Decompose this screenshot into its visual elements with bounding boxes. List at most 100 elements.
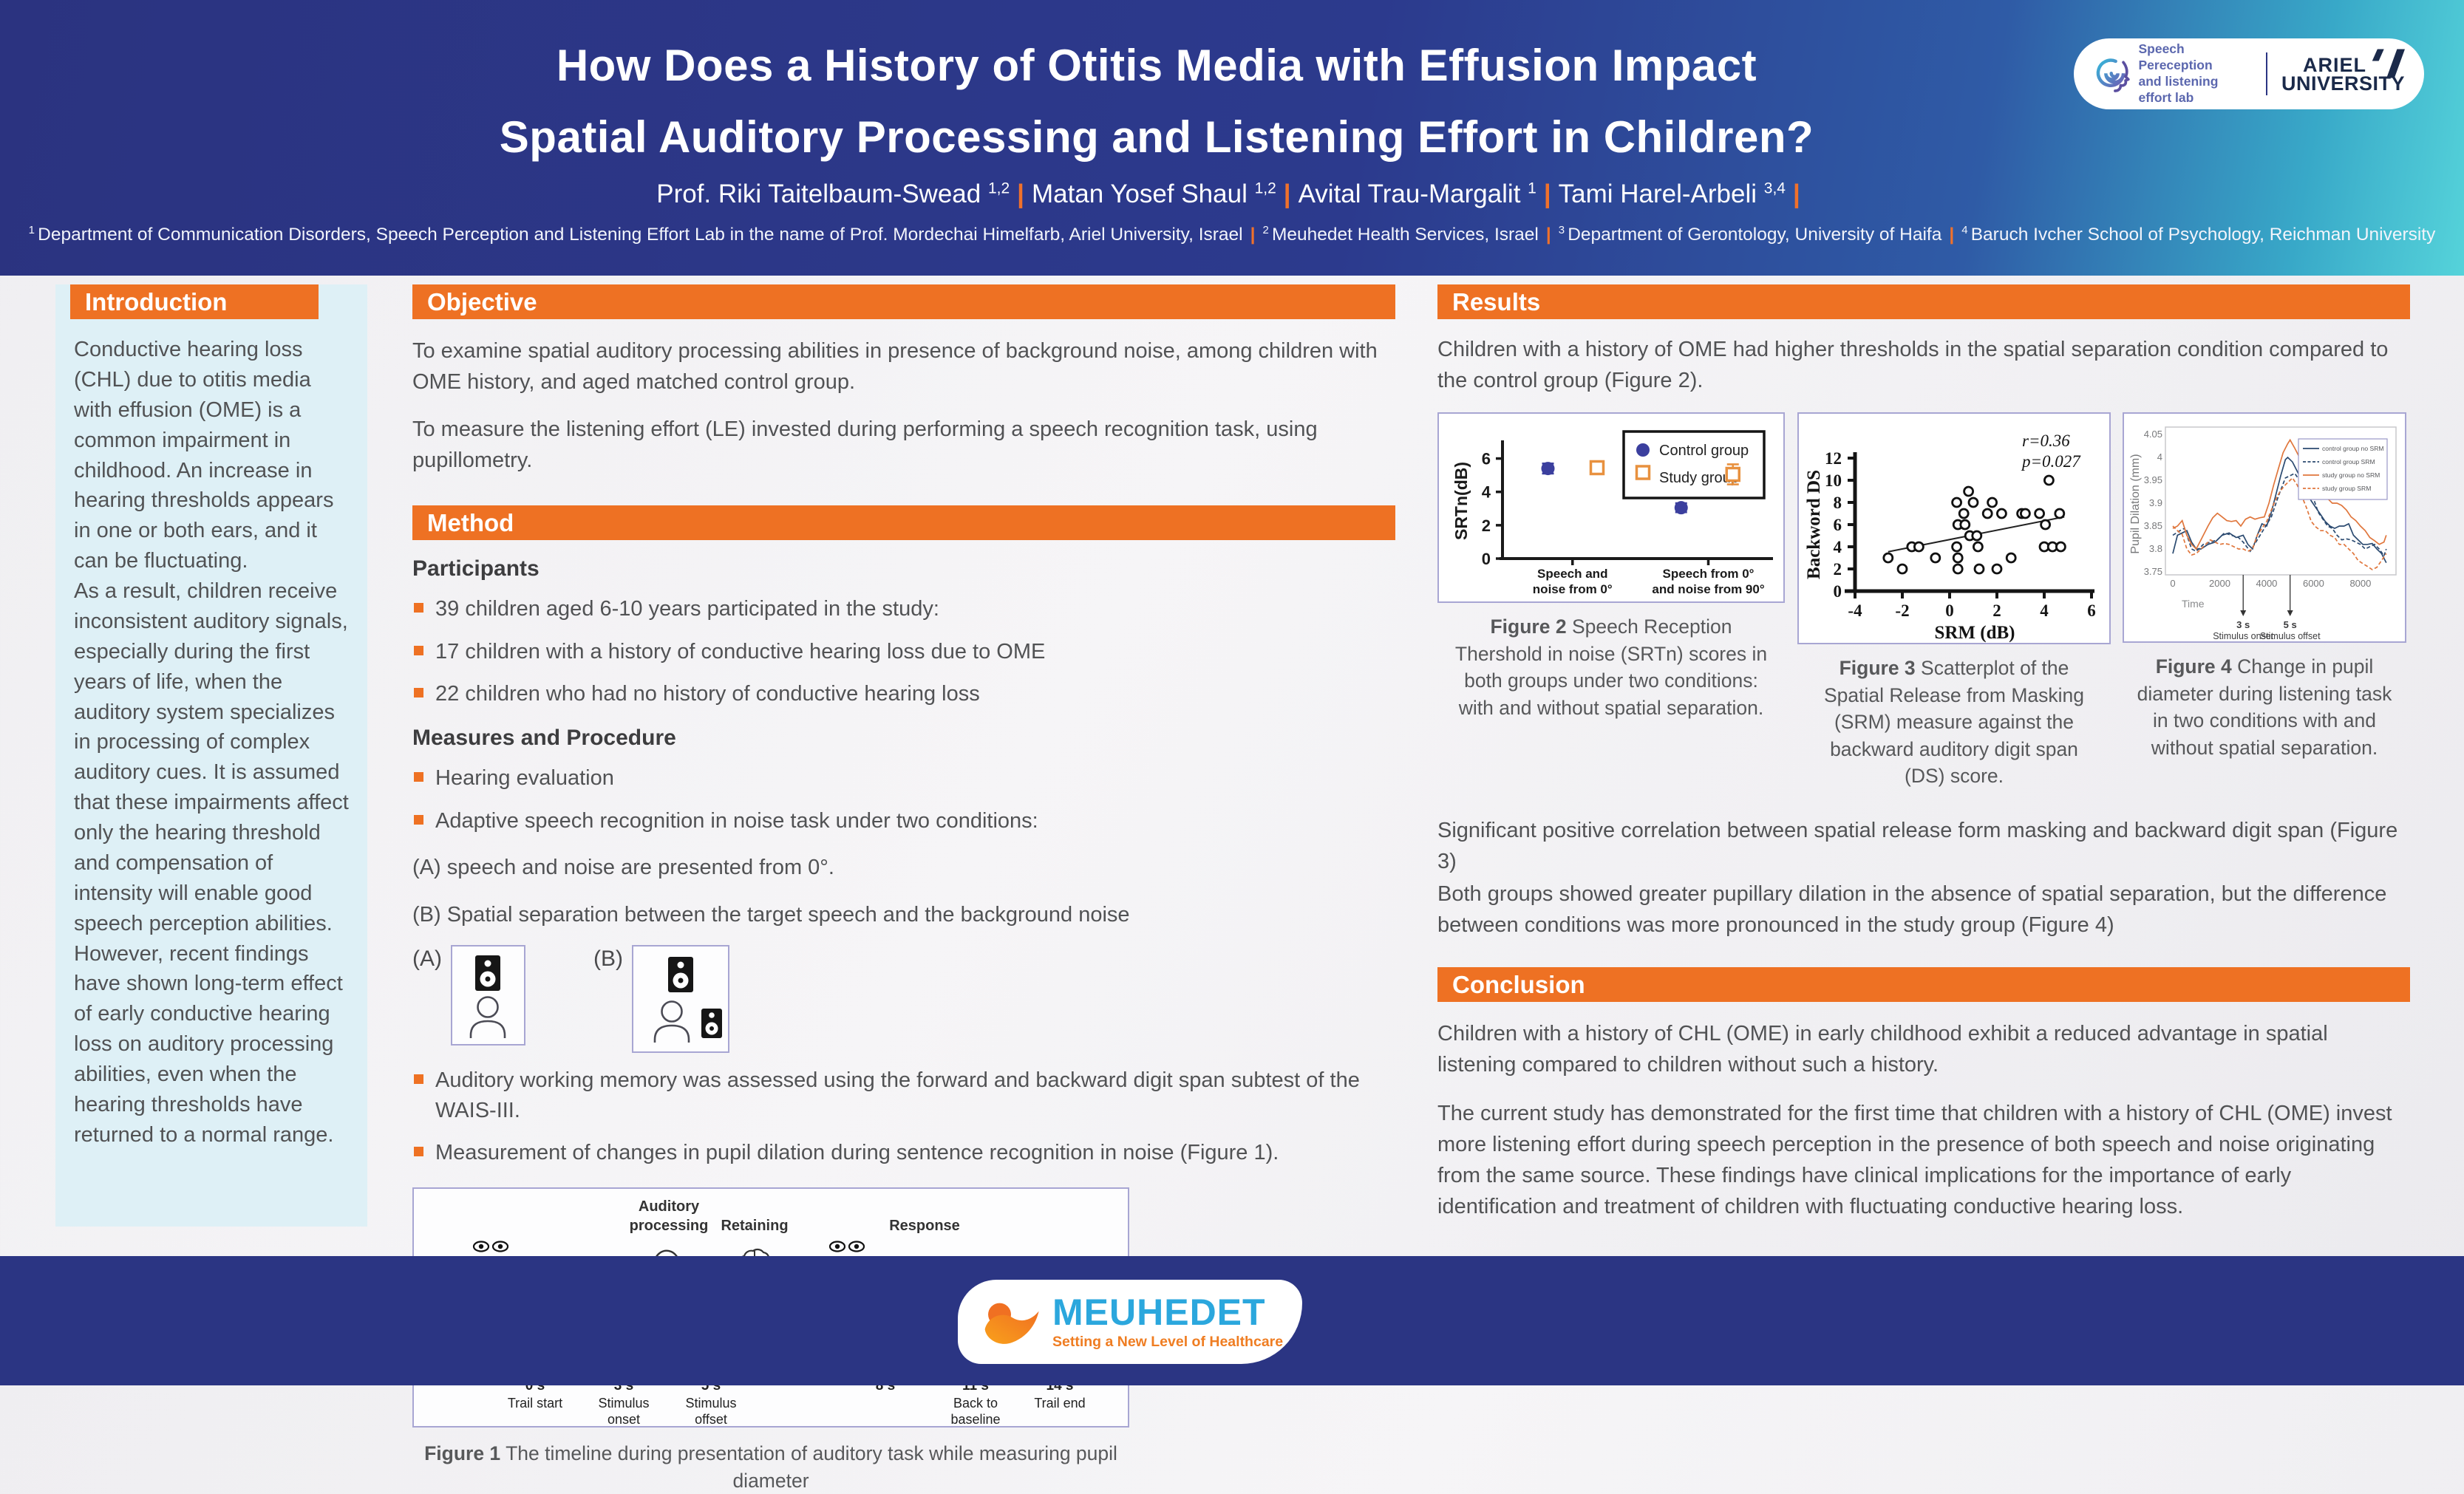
measures-bullet-list: Hearing evaluation Adaptive speech recogn… — [412, 763, 1395, 836]
results-paragraph-3: Both groups showed greater pupillary dil… — [1437, 882, 2387, 938]
condition-diagrams-row: (A) (B) — [412, 945, 1395, 1054]
svg-text:3.9: 3.9 — [2149, 497, 2162, 508]
side-speaker-icon — [701, 1009, 722, 1039]
bullet-square-icon — [414, 1074, 423, 1085]
svg-text:3 s: 3 s — [2236, 619, 2250, 630]
header-banner: How Does a History of Otitis Media with … — [0, 0, 2464, 276]
introduction-panel: Introduction Conductive hearing loss (CH… — [55, 284, 367, 1227]
figure3-scatterplot: 0 2 4 6 8 10 12 -4 -2 0 2 4 6 SRM (dB) Backword DS r=0.… — [1797, 412, 2111, 645]
bullet-square-icon — [414, 688, 423, 698]
condition-a-diagram — [451, 945, 525, 1046]
figure3-caption: Figure 3 Scatterplot of the Spatial Rele… — [1823, 657, 2085, 788]
bullet-square-icon — [414, 771, 423, 782]
svg-text:and noise from 90°: and noise from 90° — [1652, 582, 1764, 596]
poster-title-line1: How Does a History of Otitis Media with … — [556, 41, 1757, 90]
bullet-item: Hearing evaluation — [412, 763, 1395, 794]
meuhedet-brand-name: MEUHEDET — [1052, 1291, 1266, 1333]
author-name: Tami Harel-Arbeli 3,4 — [1558, 180, 1786, 208]
svg-text:6000: 6000 — [2303, 578, 2324, 589]
author-separator: | — [1017, 180, 1024, 208]
svg-text:Backword DS: Backword DS — [1804, 470, 1824, 579]
affiliation-separator: | — [1250, 225, 1256, 245]
method-heading: Method — [412, 505, 1395, 541]
author-separator: | — [1543, 180, 1551, 208]
conclusion-paragraph-1: Children with a history of CHL (OME) in … — [1437, 1022, 2328, 1077]
svg-text:3.95: 3.95 — [2144, 474, 2162, 485]
svg-text:-4: -4 — [1848, 601, 1862, 620]
bullet-item: Measurement of changes in pupil dilation… — [412, 1138, 1395, 1168]
svg-text:4: 4 — [2040, 601, 2049, 620]
participants-subheading: Participants — [412, 556, 540, 581]
bullet-item: 17 children with a history of conductive… — [412, 637, 1395, 667]
ariel-university-logo: ARIEL UNIVERSITY — [2281, 47, 2405, 101]
affiliation-item: 1 Department of Communication Disorders,… — [28, 224, 1243, 245]
results-heading: Results — [1437, 284, 2410, 319]
introduction-paragraph-1: Conductive hearing loss (CHL) due to oti… — [74, 338, 334, 573]
svg-text:4: 4 — [1482, 483, 1491, 502]
figure4-caption: Figure 4 Change in pupil diameter during… — [2137, 655, 2392, 759]
svg-text:SRM (dB): SRM (dB) — [1934, 623, 2015, 643]
svg-text:noise from 0°: noise from 0° — [1533, 582, 1613, 596]
svg-text:Stimulus offset: Stimulus offset — [2260, 631, 2321, 641]
participants-bullet-list: 39 children aged 6-10 years participated… — [412, 594, 1395, 709]
figure4-block: 3.75 3.8 3.85 3.9 3.95 4 4.05 0 2000 4000 6000 8000… — [2123, 412, 2406, 761]
condition-b-text: (B) Spatial separation between the targe… — [412, 903, 1130, 927]
svg-text:0: 0 — [2170, 578, 2175, 589]
svg-text:Study group: Study group — [1659, 470, 1739, 486]
figure3-block: 0 2 4 6 8 10 12 -4 -2 0 2 4 6 SRM (dB) Backword DS r=0.… — [1797, 412, 2111, 790]
conclusion-heading: Conclusion — [1437, 967, 2410, 1003]
logo-divider — [2266, 52, 2267, 95]
svg-text:0: 0 — [1482, 550, 1491, 568]
affiliation-separator: | — [1949, 225, 1955, 245]
speaker-icon — [475, 955, 500, 992]
bullet-item: 22 children who had no history of conduc… — [412, 679, 1395, 709]
speaker-icon — [668, 957, 693, 993]
svg-text:10: 10 — [1825, 471, 1842, 490]
author-name: Avital Trau-Margalit 1 — [1298, 180, 1536, 208]
introduction-heading: Introduction — [70, 284, 319, 319]
author-name: Prof. Riki Taitelbaum-Swead 1,2 — [656, 180, 1010, 208]
svg-text:Back to: Back to — [953, 1396, 998, 1411]
svg-text:12: 12 — [1825, 449, 1842, 468]
author-name: Matan Yosef Shaul 1,2 — [1031, 180, 1276, 208]
svg-text:Stimulus: Stimulus — [685, 1396, 736, 1411]
meuhedet-tagline: Setting a New Level of Healthcare — [1052, 1333, 1284, 1350]
bullet-square-icon — [414, 645, 423, 655]
objective-paragraph-2: To measure the listening effort (LE) inv… — [412, 417, 1318, 473]
svg-text:8000: 8000 — [2349, 578, 2371, 589]
bullet-item: Auditory working memory was assessed usi… — [412, 1065, 1395, 1125]
results-paragraph-1: Children with a history of OME had highe… — [1437, 338, 2389, 393]
svg-text:Trail start: Trail start — [508, 1396, 562, 1411]
conclusion-paragraph-2: The current study has demonstrated for t… — [1437, 1102, 2392, 1219]
introduction-text: Conductive hearing loss (CHL) due to oti… — [74, 335, 349, 1150]
author-separator: | — [1792, 180, 1800, 208]
diagram-a-label: (A) — [412, 946, 442, 972]
svg-text:offset: offset — [695, 1412, 727, 1427]
svg-text:3.8: 3.8 — [2149, 543, 2162, 554]
lab-university-logo-card: Speech Pereception and listening effort … — [2074, 38, 2424, 109]
svg-text:6: 6 — [1834, 516, 1842, 534]
svg-text:SRTn(dB): SRTn(dB) — [1451, 462, 1471, 540]
objective-paragraph-1: To examine spatial auditory processing a… — [412, 339, 1378, 395]
svg-text:processing: processing — [630, 1218, 709, 1234]
svg-text:Speech and: Speech and — [1537, 567, 1607, 581]
figure2-block: 0 2 4 6 SRTn(dB) Speech and noise from 0° Speec… — [1437, 412, 1785, 721]
svg-text:r=0.36: r=0.36 — [2022, 432, 2070, 450]
affiliation-separator: | — [1545, 225, 1551, 245]
svg-text:study group no SRM: study group no SRM — [2322, 471, 2380, 479]
results-figures-row: 0 2 4 6 SRTn(dB) Speech and noise from 0° Speec… — [1437, 412, 2410, 790]
svg-text:p=0.027: p=0.027 — [2021, 452, 2081, 471]
svg-text:Pupil Dilation (mm): Pupil Dilation (mm) — [2129, 454, 2142, 554]
speech-lab-spiral-icon — [2096, 58, 2130, 92]
condition-a-text: (A) speech and noise are presented from … — [412, 856, 834, 880]
svg-text:control group SRM: control group SRM — [2322, 458, 2375, 465]
svg-text:onset: onset — [608, 1412, 640, 1427]
svg-text:3.75: 3.75 — [2144, 566, 2162, 577]
svg-text:2000: 2000 — [2209, 578, 2230, 589]
measures-subheading: Measures and Procedure — [412, 725, 676, 750]
svg-text:6: 6 — [1482, 450, 1491, 468]
affiliations-line: 1 Department of Communication Disorders,… — [0, 224, 2464, 245]
bullet-item: Adaptive speech recognition in noise tas… — [412, 806, 1395, 836]
person-icon — [653, 1000, 690, 1043]
meuhedet-swoosh-icon — [984, 1303, 1039, 1344]
